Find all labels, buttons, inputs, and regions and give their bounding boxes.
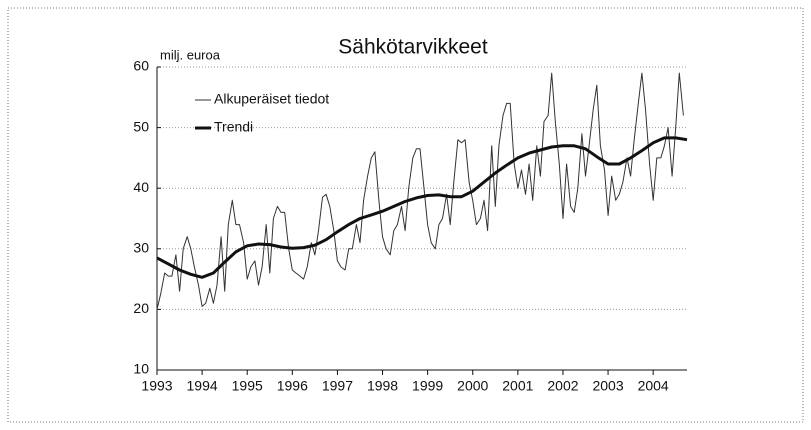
y-tick-label: 10 — [133, 361, 149, 377]
x-tick-label: 1994 — [187, 378, 218, 394]
series-line — [156, 72, 684, 310]
x-tick-label: 2004 — [638, 378, 669, 394]
x-tick-label: 1993 — [141, 378, 172, 394]
x-tick-label: 1996 — [277, 378, 308, 394]
chart-title: Sähkötarvikkeet — [338, 36, 488, 59]
series-line — [156, 136, 688, 279]
y-tick-label: 30 — [133, 240, 149, 256]
x-tick-label: 1995 — [232, 378, 263, 394]
x-tick-label: 2000 — [457, 378, 488, 394]
x-tick-label: 1998 — [367, 378, 398, 394]
legend-label: Trendi — [214, 119, 253, 135]
x-tick-label: 2001 — [502, 378, 533, 394]
y-tick-label: 60 — [133, 58, 149, 74]
x-tick-label: 1999 — [412, 378, 443, 394]
frame — [7, 7, 804, 423]
y-axis-label: milj. euroa — [160, 47, 221, 62]
x-tick-label: 2003 — [592, 378, 623, 394]
y-tick-label: 20 — [133, 300, 149, 316]
x-tick-label: 2002 — [547, 378, 578, 394]
legend-label: Alkuperäiset tiedot — [214, 91, 329, 107]
y-tick-label: 40 — [133, 179, 149, 195]
y-tick-label: 50 — [133, 118, 149, 134]
x-tick-label: 1997 — [322, 378, 353, 394]
